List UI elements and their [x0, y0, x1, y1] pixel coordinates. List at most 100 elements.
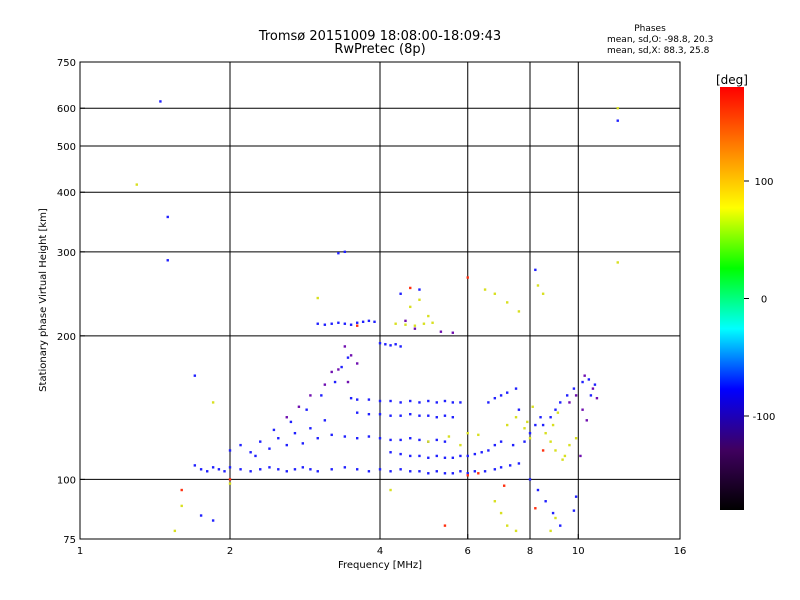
chart-subtitle: RwPretec (8p) [334, 42, 425, 57]
data-point [413, 324, 417, 327]
data-point [409, 454, 412, 458]
data-point [343, 435, 347, 438]
data-point [443, 472, 447, 475]
data-point [418, 298, 421, 301]
data-point [551, 511, 555, 515]
data-point [323, 383, 327, 386]
data-point [268, 466, 271, 469]
data-point [585, 419, 588, 422]
data-point [427, 414, 430, 417]
data-point [473, 470, 477, 473]
x-tick-label: 6 [465, 546, 471, 557]
data-point [528, 437, 532, 440]
data-point [574, 437, 578, 440]
data-point [499, 394, 503, 397]
data-point [539, 416, 542, 419]
data-point [616, 107, 619, 110]
data-point [502, 484, 506, 487]
y-axis: 75 100 200 300 400 500 600 750 [57, 58, 85, 546]
data-point [135, 183, 138, 186]
data-point [277, 437, 280, 440]
grid [80, 62, 680, 539]
data-point [427, 440, 430, 443]
data-point [431, 321, 434, 324]
data-point [305, 408, 308, 411]
data-point [346, 380, 350, 384]
data-point [378, 468, 382, 471]
data-point [534, 268, 537, 272]
data-point [404, 323, 407, 326]
data-point [554, 408, 557, 411]
data-point [399, 438, 402, 442]
data-point [499, 466, 503, 469]
data-point [343, 466, 347, 469]
data-point [239, 443, 242, 447]
stats-line-o: mean, sd,O: -98.8, 20.3 [607, 35, 713, 45]
data-point [493, 292, 497, 295]
data-point [389, 451, 392, 454]
data-point [384, 343, 387, 346]
data-point [443, 524, 447, 527]
stats-line-x: mean, sd,X: 88.3, 25.8 [607, 46, 710, 56]
data-point [451, 472, 455, 475]
data-point [413, 327, 417, 330]
data-point [293, 431, 297, 435]
data-point [517, 408, 521, 411]
data-point [285, 416, 288, 419]
data-point [409, 305, 412, 309]
data-point [593, 383, 597, 386]
data-point [536, 284, 540, 287]
data-point [330, 370, 333, 374]
data-point [355, 321, 359, 324]
data-point [511, 443, 515, 447]
data-point [159, 100, 162, 103]
data-point [409, 412, 412, 416]
data-point [435, 470, 438, 473]
data-point [427, 472, 430, 475]
data-point [409, 399, 412, 403]
data-point [389, 414, 392, 417]
data-point [531, 405, 534, 408]
data-point [268, 447, 271, 450]
data-point [378, 412, 382, 416]
data-point [583, 374, 586, 377]
data-point [389, 470, 392, 473]
data-point [459, 470, 462, 473]
data-point [477, 433, 480, 437]
colorbar-tick-label: 0 [761, 295, 767, 306]
data-point [427, 456, 430, 459]
data-point [443, 440, 447, 443]
y-axis-label: Stationary phase Virtual Height [km] [38, 208, 49, 392]
data-point [439, 330, 443, 333]
data-point [337, 321, 340, 324]
data-point [180, 488, 183, 492]
data-point [505, 524, 509, 527]
data-point [427, 399, 430, 403]
data-point [544, 431, 547, 435]
data-point [323, 419, 327, 422]
data-point [343, 345, 347, 348]
y-tick-label: 500 [57, 142, 76, 153]
colorbar-label: [deg] [716, 73, 748, 87]
colorbar-bar [720, 87, 744, 510]
data-point [508, 464, 512, 467]
data-point [337, 368, 340, 371]
data-point [316, 470, 319, 473]
data-point [523, 440, 526, 443]
data-point [523, 427, 526, 430]
y-tick-label: 400 [57, 188, 76, 199]
data-point [493, 396, 497, 400]
data-point [574, 495, 578, 498]
data-point [451, 456, 455, 459]
data-point [223, 470, 226, 473]
data-point [166, 215, 169, 219]
data-point [499, 440, 503, 443]
data-point [541, 292, 545, 295]
data-point [459, 443, 462, 447]
x-axis-label: Frequency [MHz] [338, 560, 422, 571]
data-point [466, 472, 469, 475]
data-point [340, 365, 343, 369]
plot-area: 1 2 4 6 8 10 16 75 100 200 300 400 500 600 750 [57, 58, 686, 557]
data-point [399, 401, 402, 404]
data-point [355, 398, 359, 401]
